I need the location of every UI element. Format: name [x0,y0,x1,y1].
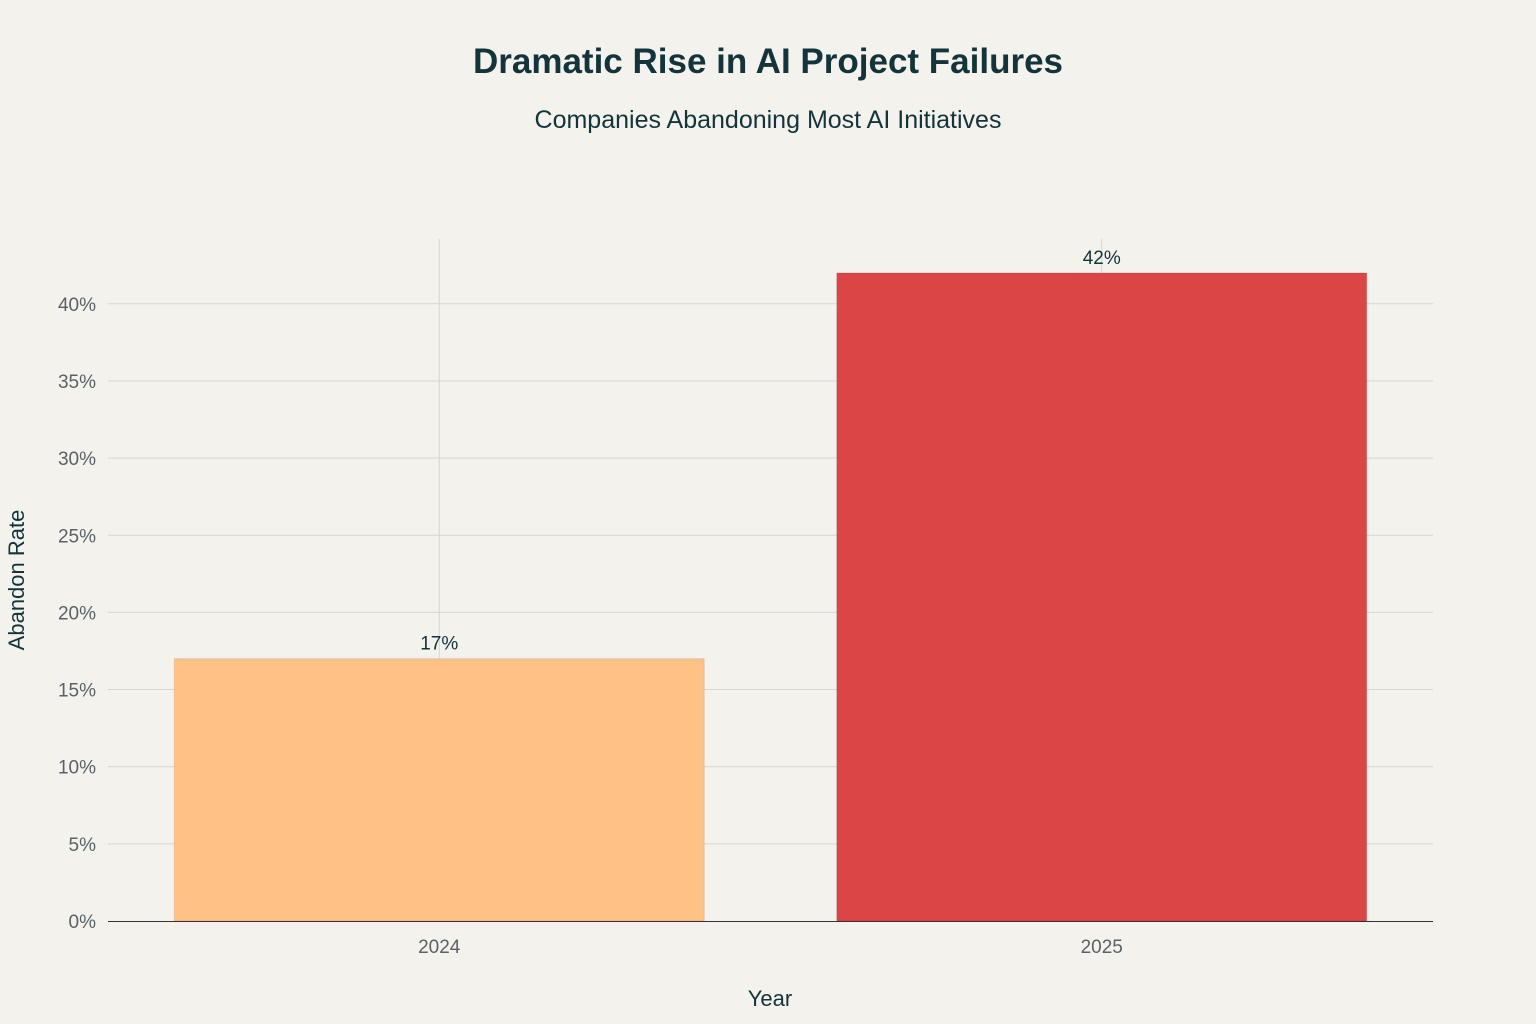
y-tick-label: 30% [58,449,96,470]
x-tick-label: 2024 [418,937,461,958]
data-label: 42% [1083,248,1121,269]
bar-2024 [173,658,705,922]
bar-2025 [836,272,1368,922]
y-tick-label: 40% [58,295,96,316]
x-axis-title: Year [748,986,792,1011]
y-tick-label: 5% [69,835,97,856]
chart-subtitle: Companies Abandoning Most AI Initiatives [534,106,1002,134]
y-tick-label: 35% [58,372,96,393]
y-axis-title: Abandon Rate [4,510,29,651]
y-tick-label: 20% [58,603,96,624]
y-tick-label: 25% [58,526,96,547]
x-tick-label: 2025 [1081,937,1123,958]
y-tick-label: 15% [58,681,96,702]
y-tick-label: 10% [58,758,96,779]
data-label: 17% [420,634,458,655]
chart-title: Dramatic Rise in AI Project Failures [472,42,1064,81]
y-tick-label: 0% [69,912,97,933]
